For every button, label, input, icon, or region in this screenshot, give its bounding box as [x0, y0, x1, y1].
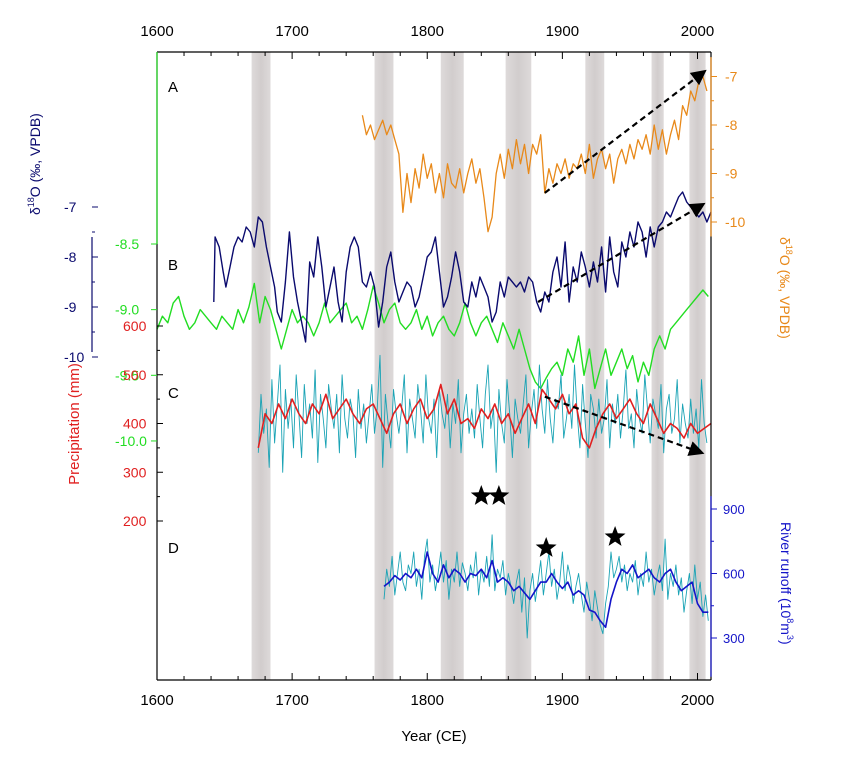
shaded-period-2	[440, 52, 464, 680]
trend-arrow-C	[544, 395, 705, 456]
data-series	[156, 69, 712, 639]
axis-b-title: δ18O (‰, VPDB)	[777, 237, 794, 339]
shaded-period-0	[251, 52, 271, 680]
panel-letter-C: C	[168, 385, 179, 402]
x-tick-label-bottom: 2000	[681, 692, 714, 709]
axis-a-navy-tick-label: -7	[64, 199, 77, 215]
star-marker-0	[470, 485, 492, 505]
axis-c-tick-label: 300	[123, 464, 147, 480]
axis-a-navy-tick-label: -8	[64, 249, 77, 265]
axis-d-tick-label: 900	[723, 502, 745, 517]
shaded-period-3	[505, 52, 532, 680]
axis-b-tick-label: -10	[725, 214, 745, 230]
axis-d-title: River runoff (108m3)	[778, 522, 795, 645]
x-tick-label-top: 1900	[546, 23, 579, 40]
axis-a-green-tick-label: -9.0	[115, 302, 139, 318]
x-tick-label-top: 2000	[681, 23, 714, 40]
star-marker-2	[535, 537, 557, 557]
axis-a-green-tick-label: -9.5	[115, 367, 139, 383]
axis-b-tick-label: -9	[725, 166, 738, 182]
axes	[91, 51, 717, 681]
series-a-green-line	[156, 282, 709, 390]
series-b-orange-line	[361, 75, 708, 233]
series-c-cyan-line	[257, 354, 708, 473]
panel-letter-A: A	[168, 79, 178, 96]
axis-b-tick-label: -8	[725, 117, 738, 133]
shaded-period-5	[651, 52, 664, 680]
series-c-red-line	[257, 383, 712, 449]
labels: 1600 1600 1700 1700 1800 1800 1900 1900 2000 2000…	[26, 23, 795, 745]
axis-c-tick-label: 500	[123, 367, 147, 383]
axis-a-navy-tick-label: -10	[64, 349, 84, 365]
trend-arrow-B	[544, 69, 707, 194]
x-tick-label-top: 1800	[411, 23, 444, 40]
panel-letter-D: D	[168, 540, 179, 557]
x-axis-title: Year (CE)	[401, 728, 466, 745]
axis-a-green-tick-label: -8.5	[115, 236, 139, 252]
x-tick-label-bottom: 1800	[411, 692, 444, 709]
star-marker-3	[604, 526, 626, 546]
axis-c-title: Precipitation (mm)	[66, 363, 83, 485]
x-tick-label-bottom: 1700	[275, 692, 308, 709]
series-d-blue-line	[383, 551, 709, 629]
axis-b-tick-label: -7	[725, 69, 738, 85]
star-marker-1	[488, 485, 510, 505]
shaded-period-1	[374, 52, 394, 680]
panel-letter-B: B	[168, 257, 178, 274]
x-tick-label-top: 1600	[140, 23, 173, 40]
x-tick-label-bottom: 1900	[546, 692, 579, 709]
axis-c-tick-label: 400	[123, 416, 147, 432]
shaded-period-4	[585, 52, 605, 680]
axis-c-tick-label: 200	[123, 513, 147, 529]
trend-arrow-A	[537, 202, 706, 303]
shaded-period-6	[689, 52, 706, 680]
axis-d-tick-label: 300	[723, 631, 745, 646]
axis-a-title: δ18O (‰, VPDB)	[26, 113, 43, 215]
axis-a-green-tick-label: -10.0	[115, 433, 147, 449]
axis-c-tick-label: 600	[123, 318, 147, 334]
x-tick-label-top: 1700	[275, 23, 308, 40]
series-d-cyan-line	[383, 534, 709, 639]
axis-a-navy-tick-label: -9	[64, 299, 77, 315]
axis-d-tick-label: 600	[723, 567, 745, 582]
x-tick-label-bottom: 1600	[140, 692, 173, 709]
